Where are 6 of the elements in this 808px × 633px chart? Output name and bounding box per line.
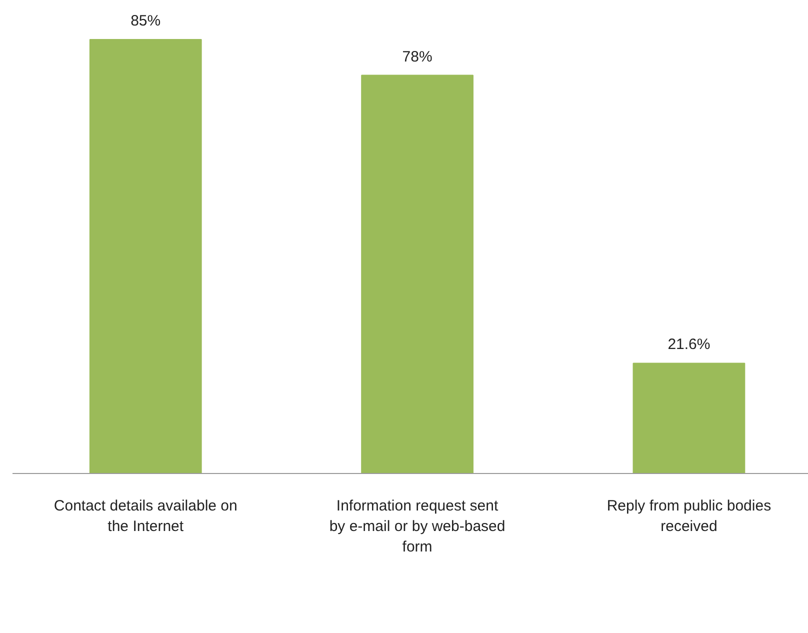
data-label: 78% (402, 48, 432, 66)
x-tick-label: Reply from public bodies received (606, 498, 772, 535)
x-tick-label: Contact details available on the Internet (54, 498, 238, 535)
data-label: 21.6% (668, 336, 710, 354)
x-tick-label: Information request sent by e-mail or by web-based form (329, 498, 506, 556)
data-label: 85% (130, 12, 161, 30)
